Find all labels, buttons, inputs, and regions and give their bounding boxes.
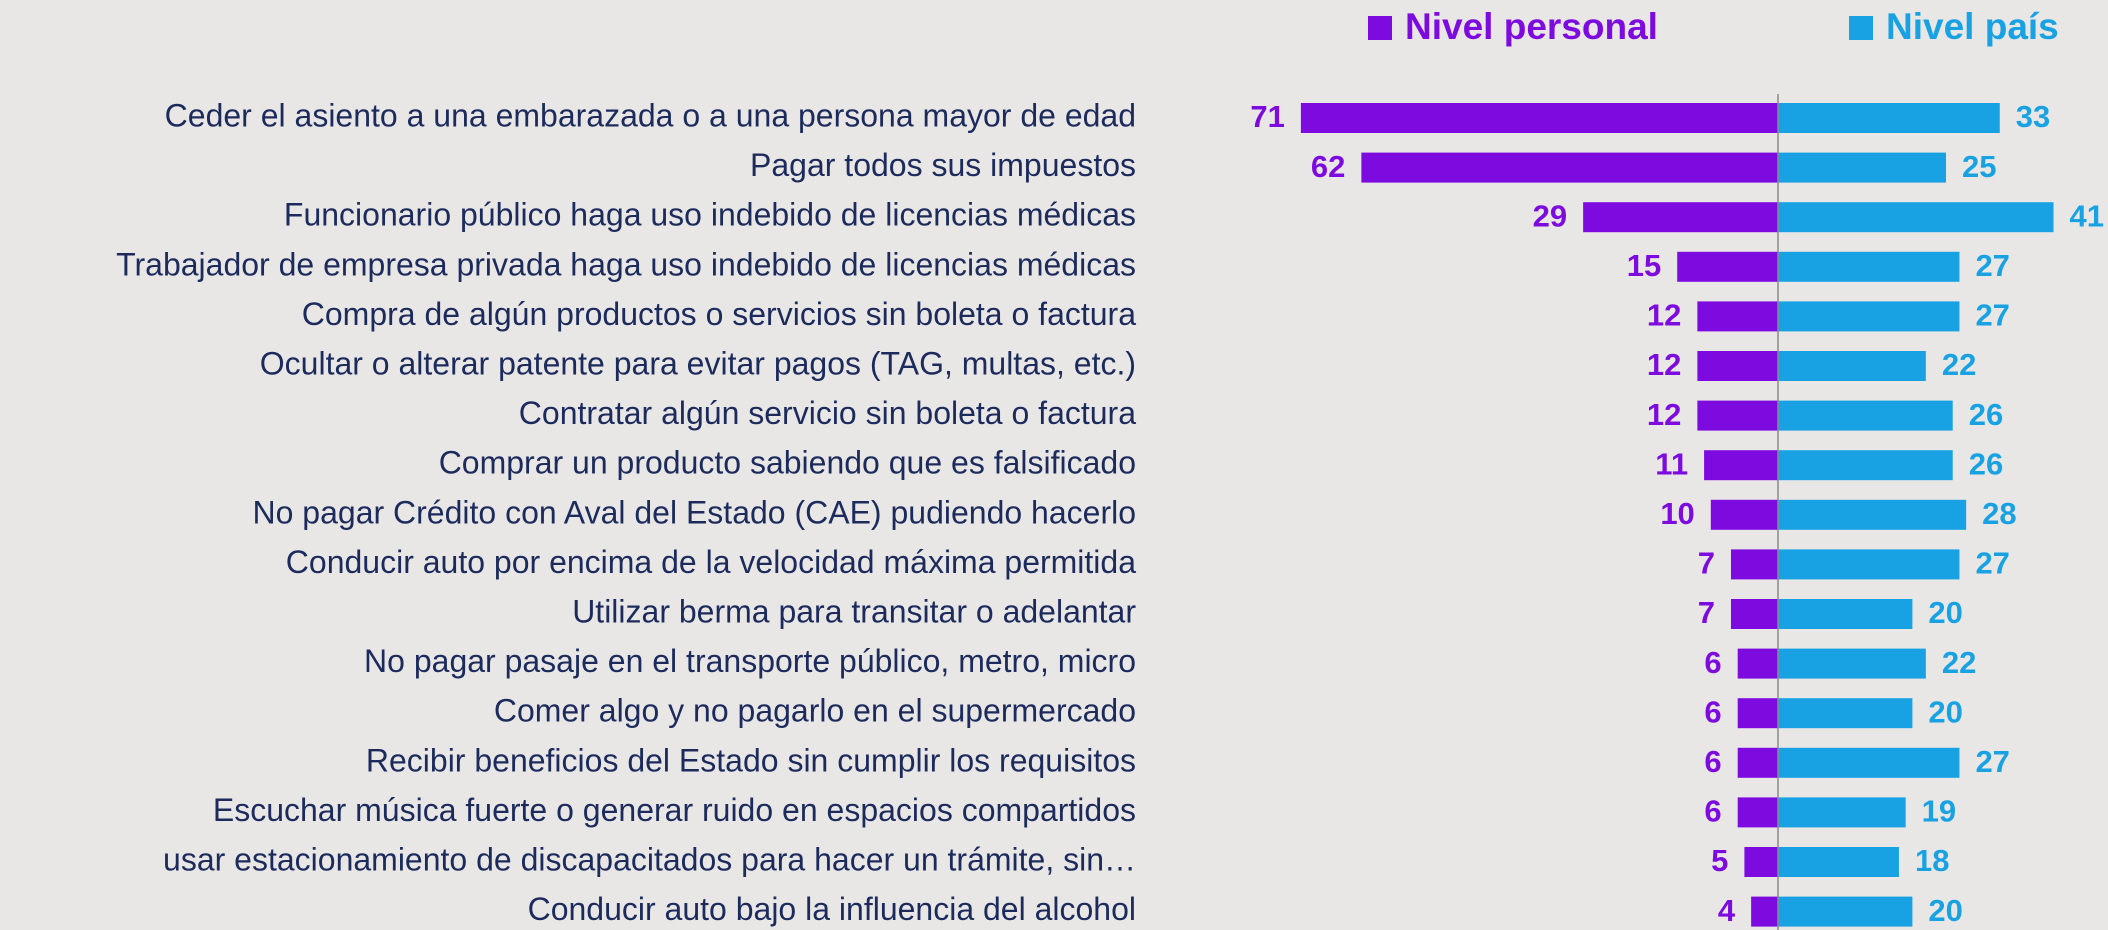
- value-label: 4: [1718, 893, 1736, 928]
- category-label: Conducir auto bajo la influencia del alc…: [528, 891, 1136, 927]
- bar: [1778, 549, 1960, 580]
- bar: [1751, 896, 1778, 927]
- value-label: 18: [1915, 843, 1949, 878]
- value-label: 15: [1627, 248, 1661, 283]
- bar: [1710, 499, 1778, 530]
- bar: [1737, 648, 1778, 679]
- value-label: 12: [1647, 298, 1681, 333]
- value-label: 41: [2070, 198, 2104, 233]
- value-label: 26: [1969, 446, 2003, 481]
- bar: [1737, 797, 1778, 828]
- bar: [1737, 698, 1778, 729]
- category-label: Contratar algún servicio sin boleta o fa…: [519, 395, 1136, 431]
- value-label: 6: [1704, 645, 1721, 680]
- category-label: Trabajador de empresa privada haga uso i…: [116, 246, 1136, 282]
- category-label: Ocultar o alterar patente para evitar pa…: [260, 345, 1136, 381]
- category-label: Recibir beneficios del Estado sin cumpli…: [366, 742, 1136, 778]
- legend-swatch: [1368, 16, 1392, 40]
- bar: [1778, 847, 1899, 877]
- value-label: 25: [1962, 149, 1996, 184]
- bar: [1583, 202, 1778, 233]
- value-label: 27: [1975, 298, 2009, 333]
- bar: [1778, 896, 1913, 927]
- value-label: 11: [1655, 446, 1688, 481]
- bar: [1778, 301, 1960, 332]
- bar: [1778, 152, 1946, 183]
- value-label: 27: [1975, 248, 2009, 283]
- bar: [1697, 351, 1778, 381]
- bar: [1744, 847, 1778, 877]
- bar: [1778, 599, 1913, 629]
- category-label: Escuchar música fuerte o generar ruido e…: [213, 792, 1136, 828]
- value-label: 12: [1647, 397, 1681, 432]
- category-label: Comprar un producto sabiendo que es fals…: [439, 445, 1136, 481]
- legend-label: Nivel país: [1886, 6, 2059, 47]
- value-label: 19: [1922, 794, 1956, 829]
- value-label: 6: [1704, 744, 1721, 779]
- category-label: Ceder el asiento a una embarazada o a un…: [165, 97, 1136, 133]
- value-label: 62: [1311, 149, 1345, 184]
- legend-swatch: [1849, 16, 1873, 40]
- category-label: Pagar todos sus impuestos: [750, 147, 1136, 183]
- category-label: Utilizar berma para transitar o adelanta…: [572, 593, 1136, 629]
- value-label: 27: [1975, 546, 2009, 581]
- value-label: 29: [1533, 198, 1567, 233]
- value-label: 7: [1698, 546, 1715, 581]
- bar: [1697, 301, 1778, 332]
- bar: [1778, 797, 1906, 828]
- bar: [1778, 450, 1953, 481]
- bar: [1778, 251, 1960, 282]
- value-label: 26: [1969, 397, 2003, 432]
- bar: [1730, 599, 1778, 629]
- bar: [1730, 549, 1778, 580]
- bar: [1361, 152, 1778, 183]
- bar: [1778, 103, 2000, 133]
- value-label: 27: [1975, 744, 2009, 779]
- category-label: Conducir auto por encima de la velocidad…: [286, 544, 1136, 580]
- category-label: usar estacionamiento de discapacitados p…: [163, 841, 1136, 877]
- value-label: 6: [1704, 794, 1721, 829]
- value-label: 28: [1982, 496, 2016, 531]
- bar: [1300, 103, 1778, 133]
- value-label: 22: [1942, 347, 1976, 382]
- bar: [1677, 251, 1778, 282]
- value-label: 22: [1942, 645, 1976, 680]
- category-label: Funcionario público haga uso indebido de…: [284, 197, 1136, 233]
- bar: [1778, 202, 2054, 233]
- bar: [1778, 400, 1953, 431]
- bar: [1737, 747, 1778, 778]
- value-label: 33: [2016, 99, 2050, 134]
- value-label: 12: [1647, 347, 1681, 382]
- bar: [1778, 499, 1967, 530]
- value-label: 6: [1704, 694, 1721, 729]
- bar: [1704, 450, 1778, 481]
- value-label: 20: [1928, 595, 1962, 630]
- bar: [1697, 400, 1778, 431]
- value-label: 20: [1928, 694, 1962, 729]
- value-label: 20: [1928, 893, 1962, 928]
- category-label: No pagar pasaje en el transporte público…: [364, 643, 1136, 679]
- bar: [1778, 351, 1926, 381]
- value-label: 5: [1711, 843, 1728, 878]
- legend-label: Nivel personal: [1405, 6, 1658, 47]
- value-label: 7: [1698, 595, 1715, 630]
- value-label: 10: [1660, 496, 1694, 531]
- bar: [1778, 747, 1960, 778]
- category-label: Comer algo y no pagarlo en el supermerca…: [494, 693, 1136, 729]
- bar: [1778, 648, 1926, 679]
- category-label: Compra de algún productos o servicios si…: [302, 296, 1136, 332]
- category-label: No pagar Crédito con Aval del Estado (CA…: [253, 494, 1137, 530]
- bar: [1778, 698, 1913, 729]
- value-label: 71: [1250, 99, 1284, 134]
